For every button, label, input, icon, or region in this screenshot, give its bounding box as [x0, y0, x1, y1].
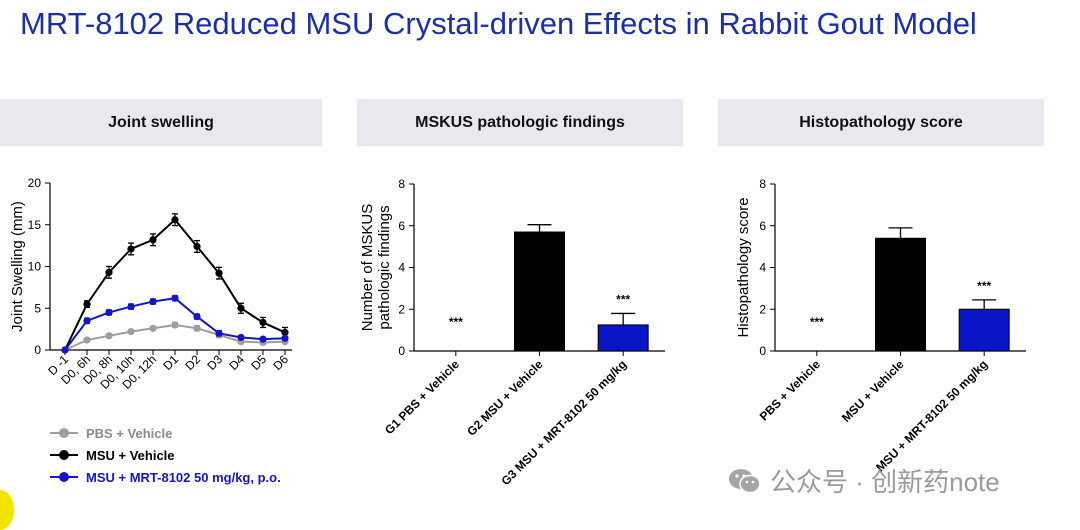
data-point: [259, 335, 267, 343]
x-tick-label: D1: [160, 352, 181, 373]
data-point: [171, 294, 179, 302]
data-point: [127, 245, 135, 253]
x-tick-label: D2: [182, 352, 203, 373]
data-point: [193, 313, 201, 321]
data-point: [215, 329, 223, 337]
significance-label: ***: [977, 279, 991, 293]
legend: PBS + Vehicle MSU + Vehicle MSU + MRT-81…: [50, 422, 281, 488]
x-tick-label: G2 MSU + Vehicle: [464, 357, 546, 439]
panel-header-mskus: MSKUS pathologic findings: [357, 99, 683, 146]
data-point: [281, 334, 289, 342]
data-point: [83, 317, 91, 325]
y-axis-label: Histopathology score: [735, 197, 752, 337]
y-tick-label: 8: [759, 177, 766, 191]
data-point: [259, 318, 267, 327]
data-point: [127, 302, 135, 311]
y-tick-label: 2: [759, 302, 766, 316]
y-tick-label: 0: [759, 344, 766, 358]
y-tick-label: 6: [398, 219, 405, 233]
data-point: [171, 216, 179, 224]
data-point: [193, 242, 201, 251]
data-point: [237, 333, 245, 342]
data-point: [149, 236, 157, 244]
bar: [514, 231, 565, 352]
slide-title: MRT-8102 Reduced MSU Crystal-driven Effe…: [20, 6, 977, 41]
data-point: [83, 300, 91, 308]
corner-decoration: [0, 490, 14, 530]
y-tick-label: 20: [28, 176, 42, 190]
data-point: [215, 269, 223, 277]
y-tick-label: 0: [34, 343, 41, 357]
legend-label-pbs: PBS + Vehicle: [86, 425, 173, 441]
y-tick-label: 0: [398, 344, 405, 358]
x-tick-label: D4: [226, 352, 247, 373]
histopathology-bar-chart: 0 2 4 6 8 Histopathology score *** PBS + Vehicl…: [735, 177, 1026, 474]
watermark-text: 公众号 · 创新药note: [770, 467, 1000, 497]
data-point: [105, 268, 113, 276]
bar: [597, 324, 649, 352]
significance-label: ***: [616, 292, 630, 306]
y-tick-label: 4: [759, 261, 766, 275]
y-tick-label: 8: [398, 177, 405, 191]
data-point: [149, 297, 157, 306]
data-point: [193, 324, 201, 332]
legend-item-mrt: MSU + MRT-8102 50 mg/kg, p.o.: [50, 466, 281, 488]
y-tick-label: 2: [398, 302, 405, 316]
legend-label-mrt: MSU + MRT-8102 50 mg/kg, p.o.: [86, 469, 281, 485]
x-tick-label: D5: [248, 352, 269, 373]
legend-marker-vehicle: [50, 450, 78, 460]
y-tick-label: 10: [28, 260, 42, 274]
y-tick-label: 4: [398, 261, 405, 275]
panel-header-histopathology: Histopathology score: [718, 99, 1044, 146]
y-tick-label: 6: [759, 219, 766, 233]
x-tick-label: G1 PBS + Vehicle: [382, 357, 462, 437]
data-point: [127, 328, 135, 336]
y-tick-label: 15: [28, 218, 42, 232]
data-point: [105, 332, 113, 340]
x-tick-label: D6: [270, 352, 291, 373]
panel-header-joint-swelling: Joint swelling: [0, 99, 322, 146]
data-point: [105, 308, 113, 317]
x-tick-label: MSU + Vehicle: [839, 357, 907, 425]
bar: [958, 308, 1010, 352]
data-point: [83, 336, 91, 344]
series-line-1: [64, 218, 286, 351]
legend-item-pbs: PBS + Vehicle: [50, 422, 281, 444]
legend-label-vehicle: MSU + Vehicle: [86, 447, 175, 463]
data-point: [61, 346, 69, 354]
y-axis-label: pathologic findings: [376, 205, 393, 329]
legend-marker-mrt: [50, 472, 78, 482]
y-tick-label: 5: [34, 301, 41, 315]
bar: [875, 237, 926, 352]
significance-label: ***: [449, 315, 463, 329]
watermark: 公众号 · 创新药note: [728, 462, 1000, 499]
x-tick-label: D3: [204, 352, 225, 373]
data-point: [149, 324, 157, 332]
wechat-icon: [728, 468, 762, 494]
significance-label: ***: [810, 315, 824, 329]
legend-marker-pbs: [50, 428, 78, 438]
data-point: [171, 321, 179, 329]
y-axis-label: Number of MSKUS: [359, 204, 376, 332]
data-point: [281, 328, 289, 337]
legend-item-vehicle: MSU + Vehicle: [50, 444, 281, 466]
data-point: [237, 304, 245, 312]
mskus-bar-chart: 0 2 4 6 8 Number of MSKUS pathologic findings *…: [359, 177, 665, 488]
y-axis-label: Joint Swelling (mm): [9, 201, 26, 332]
x-tick-label: PBS + Vehicle: [757, 357, 823, 423]
